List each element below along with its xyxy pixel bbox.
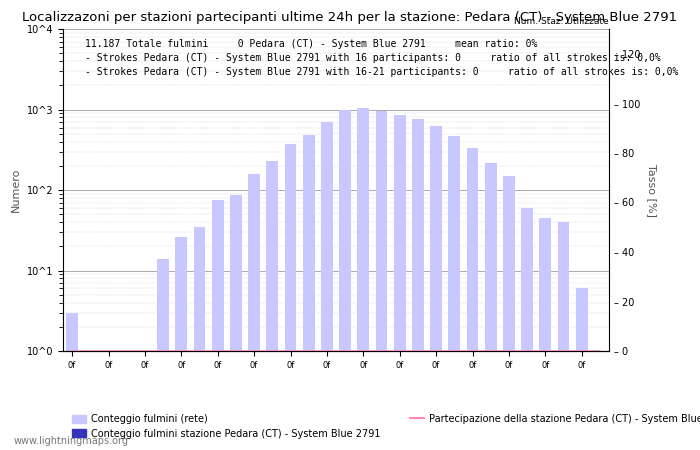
Text: www.lightningmaps.org: www.lightningmaps.org: [14, 436, 129, 446]
Bar: [139, 351, 150, 450]
Bar: [558, 222, 569, 450]
Bar: [248, 174, 260, 450]
Bar: [194, 227, 205, 450]
Text: Num. Staz. Utilizzate: Num. Staz. Utilizzate: [514, 17, 609, 26]
Bar: [176, 237, 187, 450]
Bar: [576, 288, 587, 450]
Bar: [449, 136, 460, 450]
Bar: [85, 351, 96, 450]
Bar: [467, 148, 478, 450]
Bar: [303, 135, 314, 450]
Bar: [412, 119, 423, 450]
Bar: [522, 208, 533, 450]
Bar: [594, 351, 606, 450]
Bar: [358, 108, 369, 450]
Bar: [267, 161, 278, 450]
Bar: [158, 259, 169, 450]
Bar: [212, 200, 223, 450]
Y-axis label: Numero: Numero: [11, 168, 21, 212]
Bar: [321, 122, 332, 450]
Bar: [66, 313, 78, 450]
Bar: [340, 110, 351, 450]
Bar: [430, 126, 442, 450]
Legend: Conteggio fulmini (rete), Conteggio fulmini stazione Pedara (CT) - System Blue 2: Conteggio fulmini (rete), Conteggio fulm…: [68, 410, 700, 443]
Bar: [485, 162, 496, 450]
Bar: [376, 111, 387, 450]
Bar: [103, 351, 114, 450]
Text: Localizzazoni per stazioni partecipanti ultime 24h per la stazione: Pedara (CT) : Localizzazoni per stazioni partecipanti …: [22, 11, 678, 24]
Bar: [285, 144, 296, 450]
Bar: [540, 218, 551, 450]
Bar: [503, 176, 514, 450]
Bar: [230, 194, 241, 450]
Text: 11.187 Totale fulmini     0 Pedara (CT) - System Blue 2791     mean ratio: 0%
- : 11.187 Totale fulmini 0 Pedara (CT) - Sy…: [85, 39, 678, 77]
Bar: [394, 115, 405, 450]
Bar: [121, 351, 132, 450]
Y-axis label: Tasso [%]: Tasso [%]: [647, 164, 657, 216]
